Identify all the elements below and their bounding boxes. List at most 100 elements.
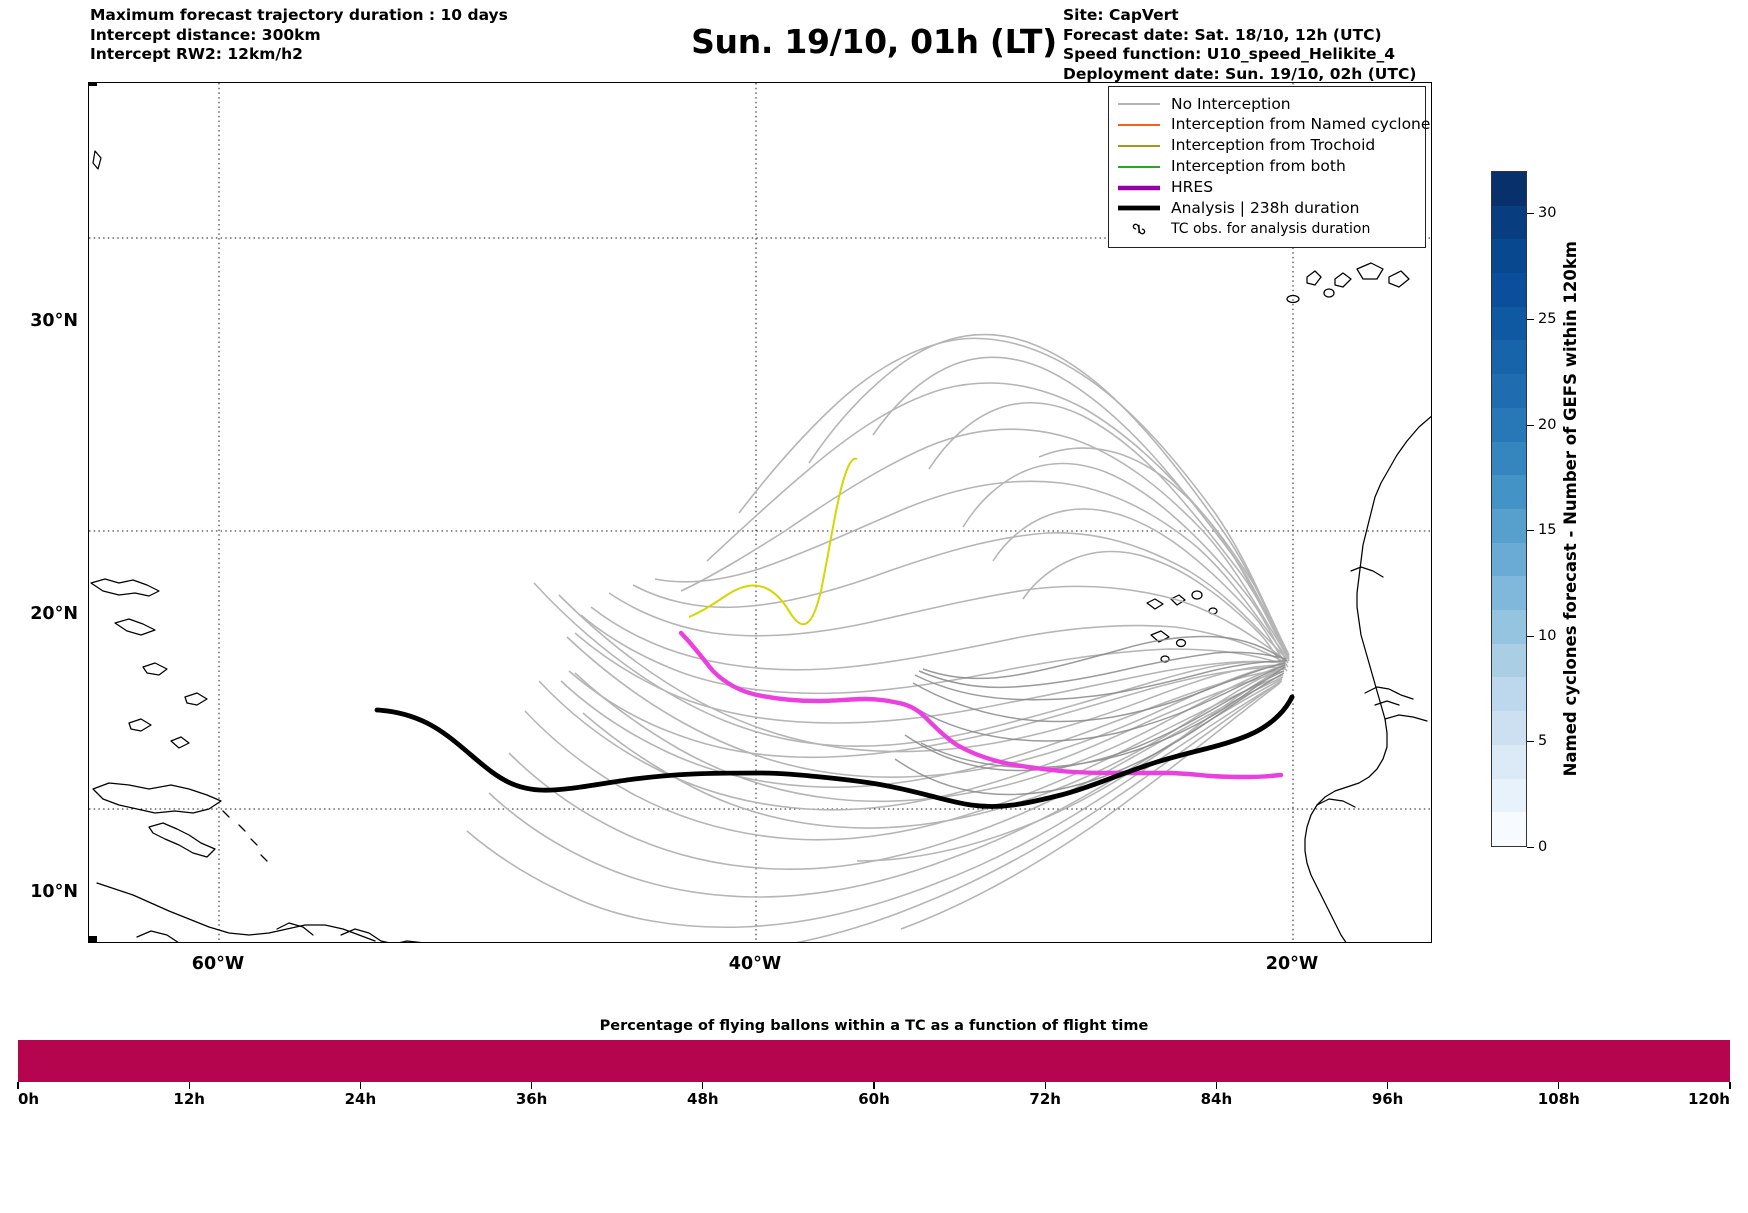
colorbar-tick-label: 5: [1538, 733, 1548, 750]
colorbar-tick-label: 25: [1538, 310, 1557, 327]
percentage-bar-title: Percentage of flying ballons within a TC…: [599, 1018, 1149, 1034]
colorbar-tick: [1527, 741, 1534, 743]
legend-label: Interception from Trochoid: [1171, 136, 1376, 155]
legend-item-named-cyclone[interactable]: Interception from Named cyclone: [1117, 115, 1430, 136]
colorbar-tick-label: 20: [1538, 416, 1557, 433]
map-legend: No Interception Interception from Named …: [1108, 86, 1430, 248]
legend-item-no-interception[interactable]: No Interception: [1117, 94, 1415, 115]
percentage-axis-tick: [873, 1082, 875, 1089]
legend-label: HRES: [1171, 177, 1214, 196]
colorbar-swatch-6: [1492, 610, 1526, 644]
colorbar-swatch-5: [1492, 643, 1526, 678]
deployment-date-line: Deployment date: Sun. 19/10, 02h (UTC): [1063, 64, 1417, 83]
coastlines: [90, 150, 1431, 942]
header-left-line-2: Intercept distance: 300km: [90, 25, 321, 44]
colorbar-tick-label: 0: [1538, 839, 1548, 855]
page-title: Sun. 19/10, 01h (LT): [691, 22, 1057, 61]
colorbar-swatch-8: [1492, 542, 1526, 577]
colorbar-gradient: [1491, 171, 1527, 847]
colorbar-swatch-16: [1492, 273, 1526, 307]
percentage-axis-label: 108h: [1537, 1090, 1580, 1108]
legend-line-icon: [1117, 202, 1161, 214]
percentage-axis-label: 0h: [18, 1090, 40, 1108]
header-left-info: Maximum forecast trajectory duration : 1…: [90, 6, 508, 65]
percentage-axis-label: 84h: [1200, 1090, 1233, 1108]
legend-line-icon: [1117, 140, 1161, 152]
map-y-axis: 30°N 20°N 10°N: [30, 311, 78, 902]
percentage-axis-label: 60h: [858, 1090, 890, 1108]
percentage-axis-tick: [1558, 1082, 1560, 1089]
percentage-axis-label: 72h: [1029, 1090, 1061, 1108]
percentage-axis-tick: [1386, 1082, 1389, 1089]
legend-item-trochoid[interactable]: Interception from Trochoid: [1117, 136, 1415, 157]
percentage-axis-label: 24h: [344, 1090, 377, 1108]
legend-item-analysis[interactable]: Analysis | 238h duration: [1117, 198, 1415, 219]
site-line: Site: CapVert: [1063, 6, 1179, 24]
colorbar-swatch-11: [1492, 441, 1526, 476]
percentage-axis-tick: [17, 1082, 19, 1089]
hres-trajectory: [678, 630, 1284, 780]
colorbar-tick-label: 30: [1538, 205, 1557, 222]
percentage-axis-label: 36h: [515, 1090, 548, 1108]
percentage-axis-label: 120h: [1688, 1090, 1730, 1108]
legend-item-tc-obs[interactable]: TC obs. for analysis duration: [1117, 219, 1415, 240]
percentage-axis-tick: [702, 1082, 704, 1089]
xtick-label: 40°W: [729, 954, 781, 974]
colorbar-tick-label: 15: [1538, 522, 1557, 539]
legend-label: No Interception: [1171, 94, 1291, 113]
ytick-label: 30°N: [30, 311, 78, 331]
percentage-bar-fill: [18, 1040, 1730, 1082]
header-right-info: Site: CapVert Forecast date: Sat. 18/10,…: [1063, 6, 1416, 84]
cyclone-icon: [1117, 221, 1161, 237]
colorbar-swatch-14: [1492, 340, 1526, 375]
legend-line-icon: [1117, 161, 1161, 173]
percentage-axis-tick: [1044, 1082, 1046, 1089]
colorbar-tick: [1527, 424, 1534, 426]
colorbar-swatch-12: [1492, 407, 1526, 442]
percentage-axis-tick: [1215, 1082, 1218, 1089]
colorbar-swatch-1: [1492, 778, 1526, 813]
ensemble-dense-bundle: [894, 635, 1288, 796]
colorbar: 0 5 10 15 20 25 30: [1491, 171, 1556, 855]
colorbar-swatch-3: [1492, 711, 1526, 745]
legend-line-icon: [1117, 98, 1161, 110]
colorbar-swatch-10: [1492, 475, 1526, 509]
percentage-axis-tick: [530, 1082, 533, 1089]
legend-label: TC obs. for analysis duration: [1171, 221, 1371, 238]
analysis-trajectory: [374, 694, 1295, 809]
legend-label: Analysis | 238h duration: [1171, 198, 1360, 217]
colorbar-swatch-9: [1492, 508, 1526, 543]
colorbar-tick: [1527, 847, 1534, 848]
percentage-axis-label: 12h: [173, 1090, 205, 1108]
speed-function-line: Speed function: U10_speed_Helikite_4: [1063, 45, 1396, 63]
percentage-axis-label: 48h: [687, 1090, 719, 1108]
colorbar-title: Named cyclones forecast - Number of GEFS…: [1556, 171, 1584, 847]
map-svg: [89, 83, 1431, 942]
colorbar-swatch-18: [1492, 205, 1526, 240]
legend-item-both[interactable]: Interception from both: [1117, 156, 1415, 177]
colorbar-swatch-0: [1492, 812, 1526, 846]
colorbar-title-text: Named cyclones forecast - Number of GEFS…: [1560, 241, 1580, 777]
colorbar-swatch-15: [1492, 306, 1526, 341]
colorbar-swatch-7: [1492, 576, 1526, 611]
deployment-point: [1289, 694, 1295, 700]
percentage-axis-tick: [188, 1082, 190, 1089]
ytick-label: 10°N: [30, 882, 78, 902]
colorbar-tick: [1527, 213, 1534, 215]
percentage-bar-axis: 0h 12h 24h 36h 48h 60h 72h 84h 96h 108h 120h: [17, 1082, 1731, 1110]
ytick-label: 20°N: [30, 604, 78, 624]
colorbar-tick: [1527, 635, 1534, 637]
colorbar-tick: [1527, 318, 1534, 320]
percentage-axis-tick: [1729, 1082, 1731, 1089]
legend-item-hres[interactable]: HRES: [1117, 177, 1415, 198]
xtick-label: 60°W: [192, 954, 244, 974]
percentage-axis-label: 96h: [1371, 1090, 1404, 1108]
colorbar-swatch-17: [1492, 239, 1526, 274]
legend-line-icon: [1117, 119, 1161, 131]
legend-line-icon: [1117, 182, 1161, 194]
axis-corner-ticks: [89, 83, 97, 942]
forecast-date-line: Forecast date: Sat. 18/10, 12h (UTC): [1063, 25, 1382, 44]
colorbar-swatch-2: [1492, 744, 1526, 779]
map-x-axis: 60°W 40°W 20°W: [192, 954, 1318, 974]
colorbar-tick-label: 10: [1538, 627, 1557, 644]
